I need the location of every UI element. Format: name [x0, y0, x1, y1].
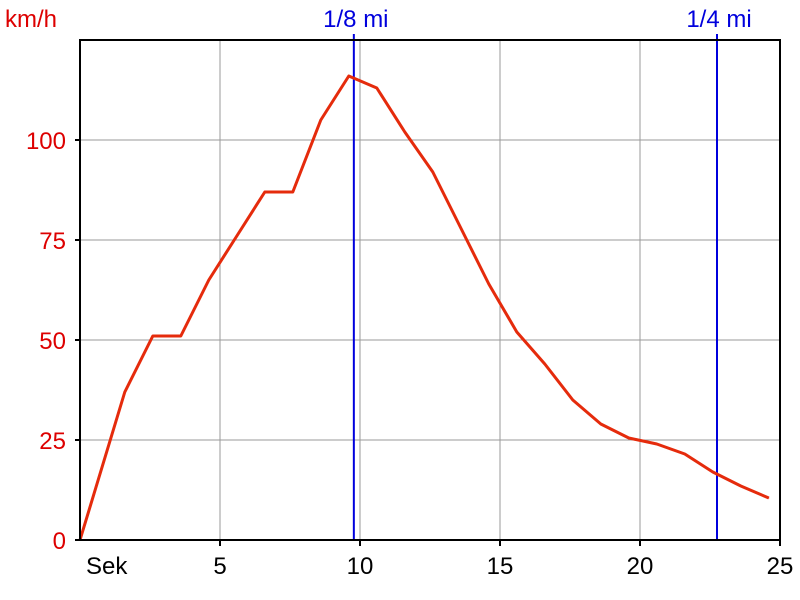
x-tick-label: 15	[487, 553, 514, 580]
data-point	[600, 423, 602, 425]
data-point	[488, 283, 490, 285]
data-point	[264, 191, 266, 193]
y-tick-label: 0	[53, 528, 66, 555]
y-tick-labels: 0 25 50 75 100	[26, 128, 80, 555]
data-point	[572, 399, 574, 401]
x-tick-label: 10	[347, 553, 374, 580]
grid	[80, 39, 780, 540]
y-tick-label: 25	[39, 428, 66, 455]
data-point	[656, 443, 658, 445]
data-point	[712, 471, 714, 473]
data-point	[432, 171, 434, 173]
data-point	[348, 75, 350, 77]
data-point	[544, 363, 546, 365]
y-tick-label: 50	[39, 328, 66, 355]
data-point	[684, 453, 686, 455]
data-point	[404, 131, 406, 133]
data-point	[376, 87, 378, 89]
data-point	[124, 391, 126, 393]
data-point	[292, 191, 294, 193]
marker-label: 1/4 mi	[686, 6, 751, 33]
data-point	[208, 279, 210, 281]
x-axis-label: Sek	[86, 553, 128, 580]
data-point	[460, 227, 462, 229]
data-point	[516, 331, 518, 333]
y-tick-label: 75	[39, 228, 66, 255]
plot-frame	[79, 39, 781, 541]
marker-label: 1/8 mi	[323, 6, 388, 33]
x-tick-label: 25	[767, 553, 794, 580]
y-tick-label: 100	[26, 128, 66, 155]
data-point	[768, 497, 770, 499]
y-axis-label: km/h	[5, 6, 57, 33]
x-tick-label: 20	[627, 553, 654, 580]
x-tick-labels: 5 10 15 20 25	[213, 540, 793, 580]
data-point	[180, 335, 182, 337]
series-line-speed	[78, 74, 770, 541]
distance-markers: 1/8 mi 1/4 mi	[323, 6, 752, 540]
data-point	[320, 119, 322, 121]
series-layer	[78, 74, 770, 541]
data-point	[236, 235, 238, 237]
data-point	[628, 437, 630, 439]
data-point	[152, 335, 154, 337]
x-tick-label: 5	[213, 553, 226, 580]
data-point	[740, 485, 742, 487]
